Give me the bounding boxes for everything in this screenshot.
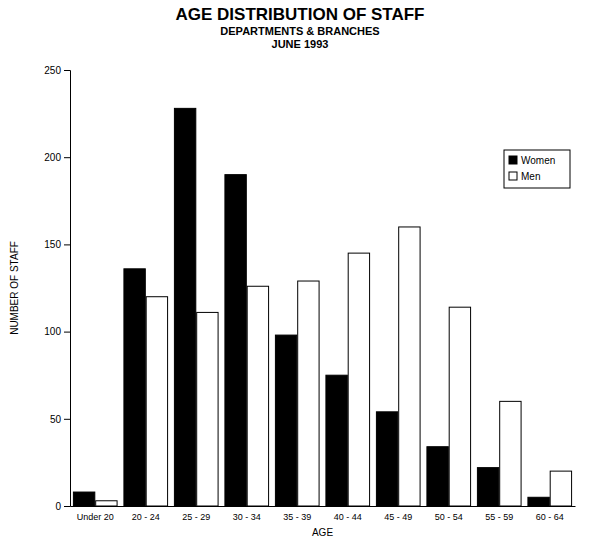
x-tick: Under 20 <box>77 506 114 522</box>
x-tick: 20 - 24 <box>132 506 160 522</box>
x-tick-label: 45 - 49 <box>384 512 412 522</box>
y-tick-label: 100 <box>44 326 61 337</box>
bar <box>348 253 369 506</box>
bar <box>197 312 218 506</box>
x-tick: 40 - 44 <box>334 506 362 522</box>
bar <box>376 412 397 506</box>
y-tick-mark <box>64 70 70 71</box>
y-tick-mark <box>64 244 70 245</box>
bar <box>174 108 195 506</box>
y-tick-label: 150 <box>44 239 61 250</box>
bar <box>528 497 549 506</box>
y-tick-label: 50 <box>50 414 62 425</box>
y-tick-mark <box>64 506 70 507</box>
subtitle: JUNE 1993 <box>272 38 329 50</box>
subtitle: DEPARTMENTS & BRANCHES <box>220 25 379 37</box>
x-tick-label: 20 - 24 <box>132 512 160 522</box>
x-tick-label: 60 - 64 <box>536 512 564 522</box>
legend: Women Men <box>504 150 570 188</box>
bar <box>225 175 246 506</box>
y-tick-mark <box>64 332 70 333</box>
legend-label: Women <box>521 155 555 166</box>
x-tick-label: 30 - 34 <box>233 512 261 522</box>
y-tick: 250 <box>44 65 70 76</box>
x-tick-label: 25 - 29 <box>182 512 210 522</box>
bar <box>247 286 268 506</box>
x-axis-title: AGE <box>312 527 333 538</box>
plot: 0 50 100 150 200 250 Under 20 20 - 24 25 - 29 30 … <box>44 65 575 523</box>
y-tick-label: 250 <box>44 65 61 76</box>
legend-box <box>504 150 570 188</box>
y-tick-label: 200 <box>44 152 61 163</box>
bar <box>326 375 347 506</box>
bar <box>427 447 448 506</box>
bar <box>399 227 420 506</box>
bar <box>477 468 498 506</box>
y-tick-mark <box>64 419 70 420</box>
x-tick: 55 - 59 <box>485 506 513 522</box>
x-tick: 60 - 64 <box>536 506 564 522</box>
bar <box>73 492 94 506</box>
title: AGE DISTRIBUTION OF STAFF <box>175 5 424 24</box>
y-tick: 200 <box>44 152 70 163</box>
x-tick: 35 - 39 <box>283 506 311 522</box>
bar <box>275 335 296 506</box>
bar <box>146 297 167 506</box>
bar <box>449 307 470 506</box>
x-tick: 45 - 49 <box>384 506 412 522</box>
y-axis-line <box>64 71 71 507</box>
y-tick-label: 0 <box>55 501 61 512</box>
x-axis: Under 20 20 - 24 25 - 29 30 - 34 35 - 39 40 -… <box>71 506 576 522</box>
bar <box>96 501 117 506</box>
x-tick: 25 - 29 <box>182 506 210 522</box>
bars <box>73 108 571 506</box>
y-tick: 150 <box>44 239 70 250</box>
x-tick-label: Under 20 <box>77 512 114 522</box>
y-axis: 0 50 100 150 200 250 <box>44 65 70 512</box>
x-tick-label: 55 - 59 <box>485 512 513 522</box>
chart: AGE DISTRIBUTION OF STAFFDEPARTMENTS & B… <box>0 0 600 542</box>
y-tick: 100 <box>44 326 70 337</box>
bar <box>500 401 521 506</box>
legend-swatch <box>509 156 517 164</box>
y-tick: 0 <box>55 501 70 512</box>
x-tick-label: 50 - 54 <box>435 512 463 522</box>
x-tick-label: 35 - 39 <box>283 512 311 522</box>
bar <box>124 269 145 506</box>
y-axis-title: NUMBER OF STAFF <box>9 241 20 335</box>
bar <box>298 281 319 506</box>
x-tick: 30 - 34 <box>233 506 261 522</box>
y-tick: 50 <box>50 414 70 425</box>
x-tick: 50 - 54 <box>435 506 463 522</box>
y-tick-mark <box>64 157 70 158</box>
x-tick-label: 40 - 44 <box>334 512 362 522</box>
x-axis-line <box>71 506 576 507</box>
legend-label: Men <box>521 171 540 182</box>
bar <box>550 471 571 506</box>
legend-swatch <box>509 172 517 180</box>
